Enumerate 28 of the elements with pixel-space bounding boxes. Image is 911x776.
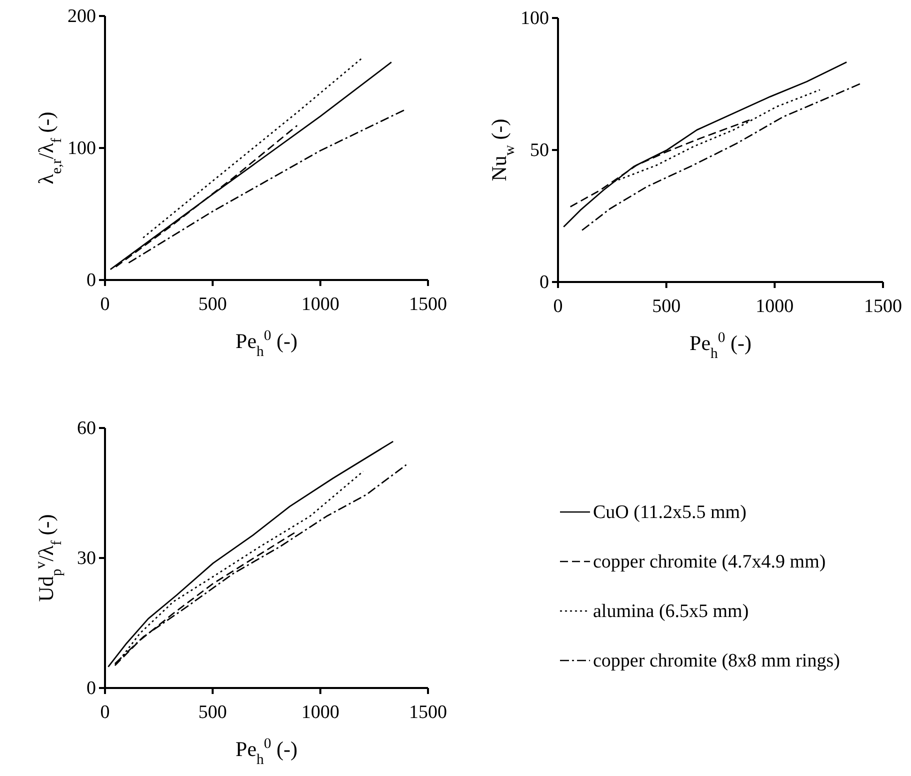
y-tick-label: 60 [77,418,96,440]
x-tick-label: 0 [553,296,563,317]
y-tick-label: 200 [68,6,96,28]
y-tick-label: 0 [86,678,96,700]
y-tick-label: 30 [77,548,96,570]
x-tick-label: 1500 [409,294,447,315]
x-axis-title: Pe$_{h}$$^{0}$ (-) [236,328,298,360]
x-tick-label: 500 [652,296,681,317]
legend-label: copper chromite (8x8 mm rings) [593,650,840,672]
x-tick-label: 1500 [864,296,902,317]
x-tick-label: 1000 [756,296,794,317]
legend-label: copper chromite (4.7x4.9 mm) [593,552,826,572]
x-tick-label: 0 [100,294,110,315]
x-axis-title: Pe$_{h}$$^{0}$ (-) [236,736,298,768]
x-tick-label: 1000 [301,294,340,315]
y-tick-label: 50 [530,140,549,162]
x-tick-label: 1500 [409,702,447,723]
legend-label: CuO (11.2x5.5 mm) [593,502,746,523]
legend-label: alumina (6.5x5 mm) [593,601,749,622]
x-tick-label: 0 [100,702,110,723]
y-tick-label: 100 [520,8,549,30]
x-tick-label: 500 [198,702,227,723]
y-tick-label: 0 [540,272,549,294]
y-tick-label: 100 [68,138,96,160]
x-tick-label: 1000 [301,702,340,723]
x-axis-title: Pe$_{h}$$^{0}$ (-) [690,330,752,362]
x-tick-label: 500 [198,294,227,315]
y-tick-label: 0 [86,270,96,292]
